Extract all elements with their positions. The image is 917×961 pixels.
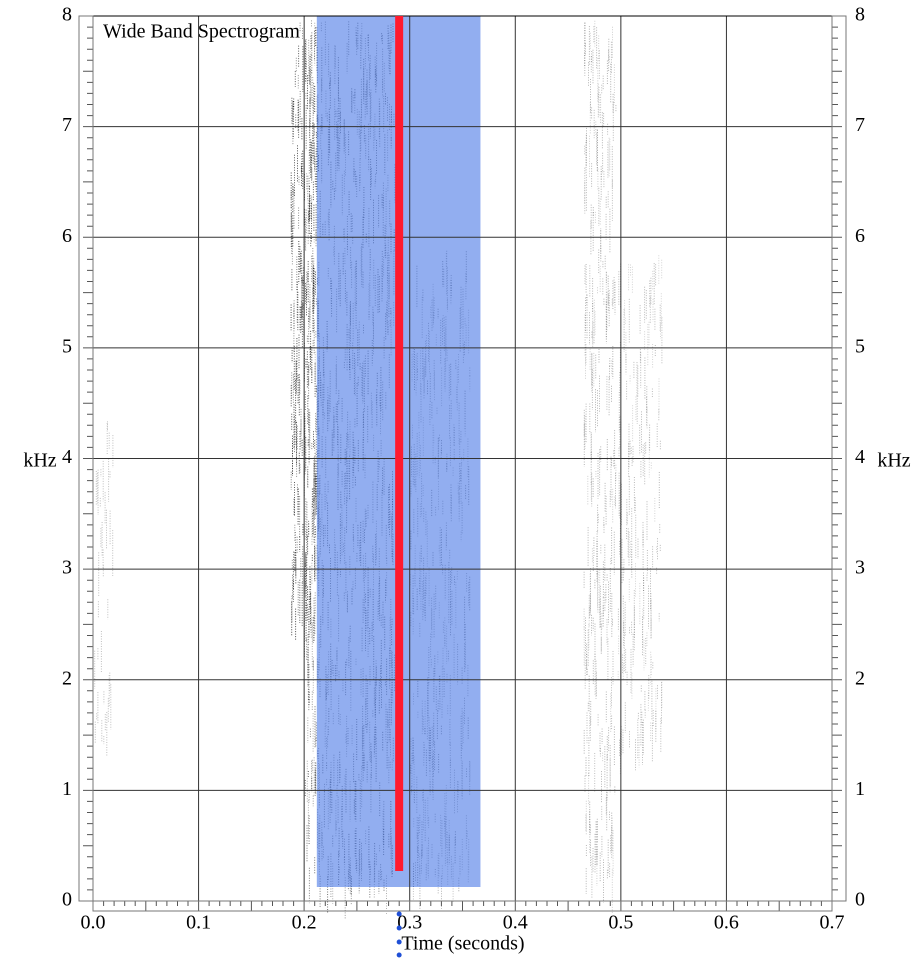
x-tick-label: 0.7 — [820, 912, 845, 934]
y-tick-label: 6 — [62, 225, 72, 247]
texture-streak — [617, 255, 663, 775]
chart-title: Wide Band Spectrogram — [103, 21, 300, 43]
cursor-handle-dot — [396, 952, 402, 958]
ruler-left — [78, 15, 94, 902]
texture-streak — [618, 271, 663, 765]
texture-streak — [584, 22, 616, 898]
y-tick-label-right: 5 — [855, 335, 865, 357]
texture-streak — [584, 22, 616, 853]
texture-streak — [619, 263, 661, 743]
y-tick-label: 3 — [62, 557, 72, 579]
y-tick-label-right: 7 — [855, 114, 865, 136]
axes-layer: 0 0 1 1 2 2 3 3 4 4 5 5 6 6 7 7 8 8 0.0 0.1 0.2 0.3 0.4 0.5 0.6 0… — [62, 4, 865, 958]
y-tick-label-right: 8 — [855, 4, 865, 26]
y-tick-label-right: 2 — [855, 667, 865, 689]
texture-streak — [584, 49, 614, 879]
y-tick-label: 8 — [62, 4, 72, 26]
texture-streak — [583, 26, 617, 903]
texture-streak — [583, 62, 615, 894]
y-tick-label: 5 — [62, 335, 72, 357]
y-tick-label-right: 3 — [855, 557, 865, 579]
ruler-bottom — [92, 900, 833, 912]
ruler-right — [831, 15, 847, 902]
texture-streak — [290, 45, 319, 628]
texture-streak — [291, 22, 320, 647]
cursor-handle-dot — [396, 939, 402, 945]
texture-streak — [583, 20, 617, 913]
y-axis-label-right: kHz — [877, 450, 910, 472]
y-axis-label-left: kHz — [23, 450, 56, 472]
y-tick-label-right: 0 — [855, 889, 865, 911]
texture-streak — [92, 421, 114, 756]
texture-streak — [291, 20, 317, 468]
x-tick-label: 0.3 — [397, 912, 422, 934]
y-tick-label: 7 — [62, 114, 72, 136]
x-tick-label: 0.4 — [503, 912, 528, 934]
x-tick-label: 0.2 — [292, 912, 317, 934]
x-tick-label: 0.1 — [186, 912, 211, 934]
y-tick-label: 1 — [62, 778, 72, 800]
y-tick-label-right: 6 — [855, 225, 865, 247]
texture-streak — [617, 263, 661, 771]
x-tick-label: 0.6 — [714, 912, 739, 934]
x-tick-label: 0.5 — [608, 912, 633, 934]
y-tick-label: 4 — [62, 446, 72, 468]
x-tick-label: 0.0 — [81, 912, 106, 934]
cursor-handle-dot — [396, 925, 402, 931]
y-tick-label-right: 1 — [855, 778, 865, 800]
x-axis-label: Time (seconds) — [401, 933, 524, 955]
y-tick-label-right: 4 — [855, 446, 865, 468]
y-tick-label: 2 — [62, 667, 72, 689]
y-tick-label: 0 — [62, 889, 72, 911]
cursor-handle-dot — [396, 911, 402, 917]
